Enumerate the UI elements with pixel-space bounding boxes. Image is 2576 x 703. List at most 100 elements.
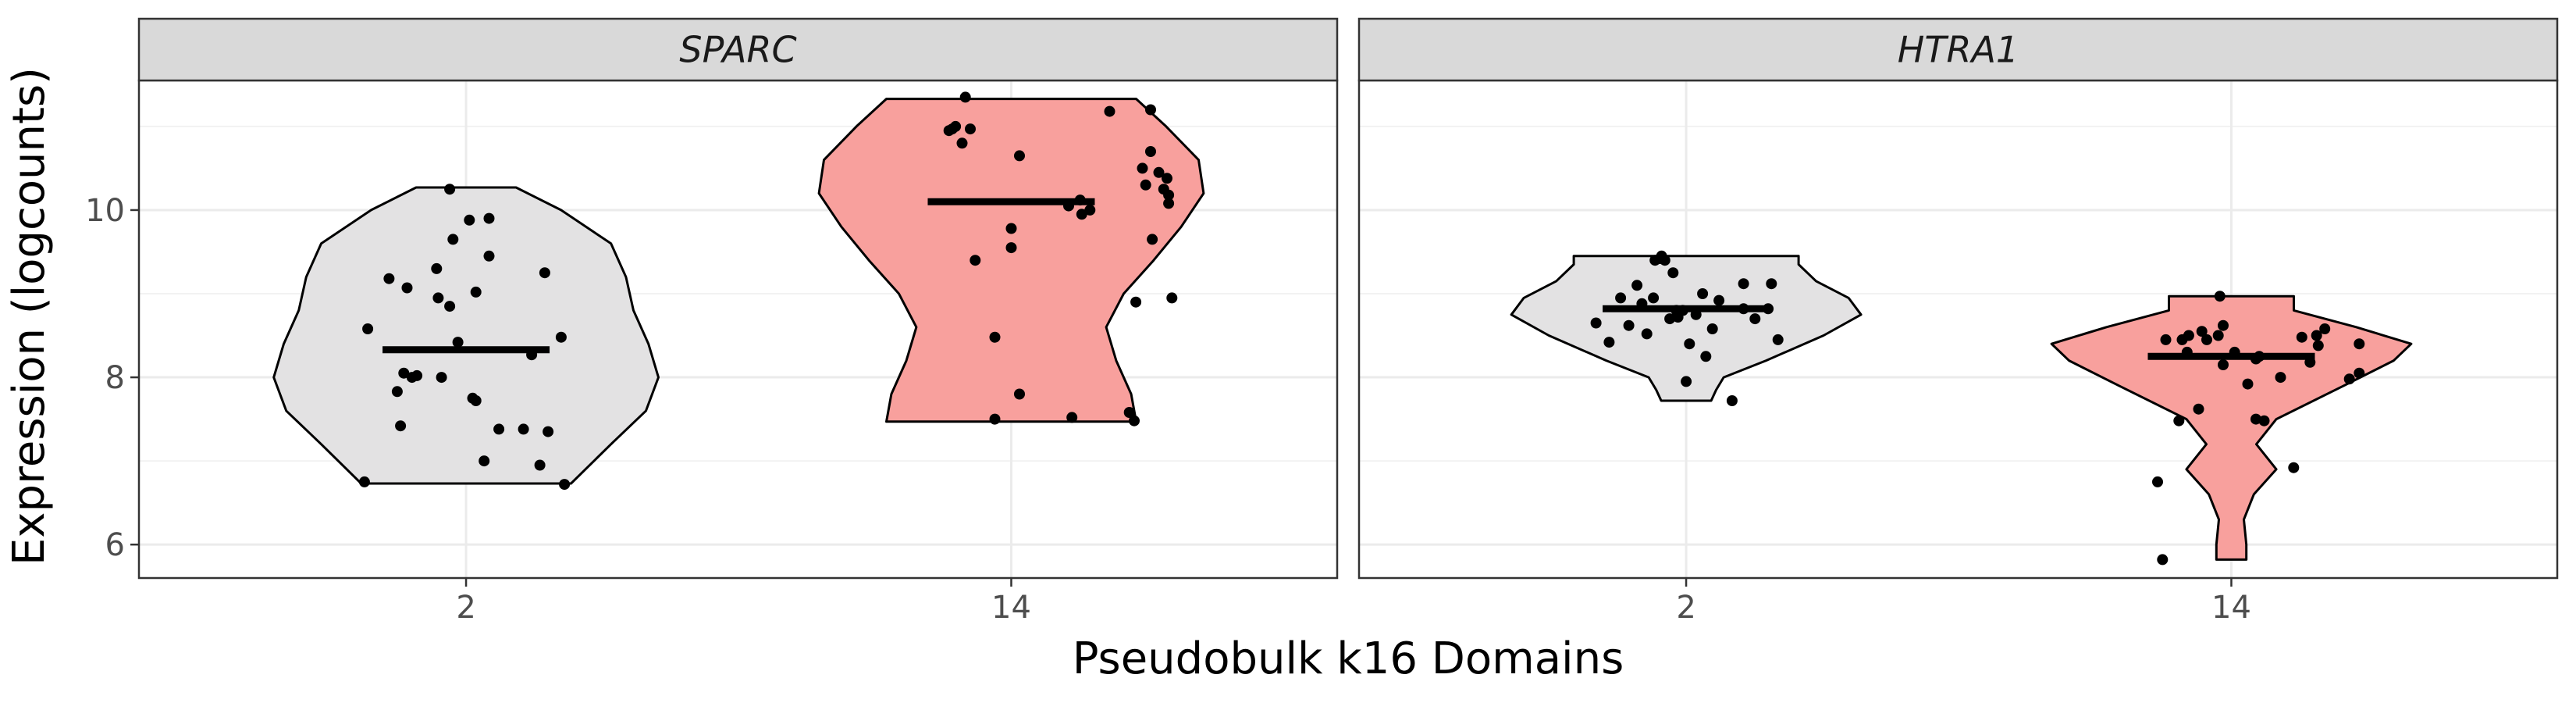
data-point xyxy=(2319,323,2331,334)
data-point xyxy=(559,479,571,491)
data-point xyxy=(1066,412,1078,423)
data-point xyxy=(1145,104,1156,116)
data-point xyxy=(2201,334,2212,345)
data-point xyxy=(1700,351,1712,362)
data-point xyxy=(965,123,976,135)
data-point xyxy=(970,255,981,266)
data-point xyxy=(383,273,395,284)
data-point xyxy=(1153,166,1165,178)
strip-label: HTRA1 xyxy=(1898,29,2019,71)
data-point xyxy=(1726,395,1738,406)
data-point xyxy=(1684,338,1695,350)
data-point xyxy=(989,331,1001,343)
data-point xyxy=(411,369,423,381)
data-point xyxy=(1667,267,1679,279)
data-point xyxy=(2173,415,2185,426)
data-point xyxy=(2196,326,2208,337)
data-point xyxy=(2160,334,2172,345)
data-point xyxy=(398,367,410,379)
x-axis-title: Pseudobulk k16 Domains xyxy=(1073,633,1624,684)
data-point xyxy=(534,459,546,471)
data-point xyxy=(464,214,475,226)
data-point xyxy=(1631,280,1643,291)
data-point xyxy=(1697,288,1709,299)
data-point xyxy=(1615,292,1627,304)
data-point xyxy=(1659,255,1670,266)
data-point xyxy=(1772,334,1784,345)
data-point xyxy=(483,250,495,262)
data-point xyxy=(1681,376,1692,387)
data-point xyxy=(1014,388,1025,400)
data-point xyxy=(362,323,374,334)
data-point xyxy=(493,423,505,435)
x-tick-label: 14 xyxy=(991,590,1031,626)
data-point xyxy=(479,455,490,467)
data-point xyxy=(391,386,403,398)
y-tick-label: 10 xyxy=(85,193,125,229)
data-point xyxy=(950,120,962,132)
data-point xyxy=(2152,476,2163,487)
data-point xyxy=(401,282,413,294)
data-point xyxy=(1623,319,1635,331)
data-point xyxy=(1104,105,1115,117)
y-tick-label: 8 xyxy=(105,360,125,396)
data-point xyxy=(1738,278,1749,290)
data-point xyxy=(2354,367,2365,379)
data-point xyxy=(1713,294,1725,306)
violin-htra1-2 xyxy=(1510,255,1863,402)
data-point xyxy=(2311,330,2322,341)
data-point xyxy=(2157,554,2169,566)
data-point xyxy=(2288,462,2300,473)
strip-background xyxy=(137,17,1339,82)
data-point xyxy=(956,137,968,149)
violin-sparc-14 xyxy=(817,98,1205,423)
data-point xyxy=(447,234,459,245)
data-point xyxy=(2183,330,2194,341)
violin-htra1-14 xyxy=(2050,294,2413,561)
panel-htra1: HTRA1 2 14 xyxy=(1357,17,2559,626)
data-point xyxy=(1749,313,1761,325)
data-point xyxy=(1706,323,1718,334)
data-point xyxy=(1076,209,1087,220)
data-point xyxy=(1162,173,1172,184)
data-point xyxy=(543,426,554,437)
data-point xyxy=(395,420,407,432)
data-point xyxy=(2193,403,2204,415)
data-point xyxy=(539,267,550,279)
data-point xyxy=(444,301,456,312)
data-point xyxy=(470,286,482,298)
data-point xyxy=(2242,378,2254,390)
data-point xyxy=(2250,413,2261,425)
data-point xyxy=(1123,407,1135,418)
x-tick-label: 14 xyxy=(2211,590,2251,626)
data-point xyxy=(452,337,464,348)
data-point xyxy=(555,331,567,343)
panels-layer: SPARC 2 14 HTRA1 2 14 6 8 10 xyxy=(85,17,2559,626)
data-point xyxy=(1140,179,1151,191)
data-point xyxy=(358,476,370,487)
data-point xyxy=(2212,330,2224,341)
data-point xyxy=(2296,331,2307,343)
data-point xyxy=(518,423,529,435)
data-point xyxy=(959,91,971,103)
data-point xyxy=(1603,337,1615,348)
data-point xyxy=(1130,296,1142,308)
y-tick-label: 6 xyxy=(105,527,125,563)
data-point xyxy=(1766,278,1777,290)
data-point xyxy=(989,413,1001,425)
data-point xyxy=(1664,313,1676,325)
data-point xyxy=(2312,340,2324,352)
data-point xyxy=(1147,234,1158,245)
data-point xyxy=(436,372,447,384)
data-point xyxy=(1145,146,1156,157)
data-point xyxy=(444,184,456,195)
data-point xyxy=(1166,292,1178,304)
data-point xyxy=(2218,319,2229,331)
data-point xyxy=(2354,338,2365,350)
data-point xyxy=(483,212,495,224)
data-point xyxy=(2275,372,2286,384)
data-point xyxy=(432,292,444,304)
data-point xyxy=(1005,223,1017,234)
data-point xyxy=(1129,415,1140,426)
